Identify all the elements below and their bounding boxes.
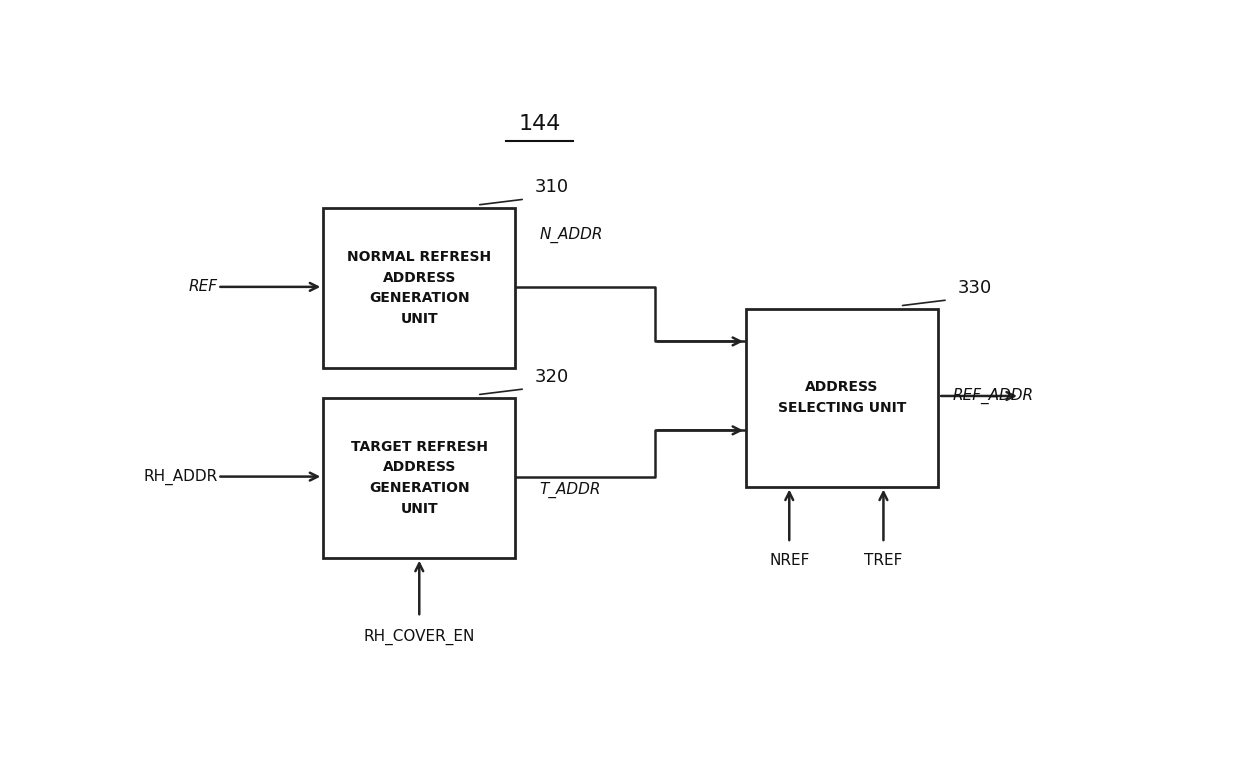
Text: TARGET REFRESH
ADDRESS
GENERATION
UNIT: TARGET REFRESH ADDRESS GENERATION UNIT [351, 440, 487, 516]
Text: TREF: TREF [864, 554, 903, 568]
Text: ADDRESS
SELECTING UNIT: ADDRESS SELECTING UNIT [777, 380, 906, 415]
Text: NORMAL REFRESH
ADDRESS
GENERATION
UNIT: NORMAL REFRESH ADDRESS GENERATION UNIT [347, 250, 491, 326]
FancyBboxPatch shape [324, 398, 516, 557]
Text: N_ADDR: N_ADDR [539, 226, 603, 243]
Text: RH_ADDR: RH_ADDR [143, 468, 217, 484]
Text: 144: 144 [518, 114, 560, 134]
Text: T_ADDR: T_ADDR [539, 481, 601, 497]
Text: REF_ADDR: REF_ADDR [952, 388, 1034, 404]
Text: 310: 310 [534, 178, 569, 196]
FancyBboxPatch shape [324, 208, 516, 368]
Text: RH_COVER_EN: RH_COVER_EN [363, 628, 475, 644]
Text: REF: REF [188, 280, 217, 294]
Text: 320: 320 [534, 368, 569, 386]
Text: 330: 330 [957, 279, 992, 297]
Text: NREF: NREF [769, 554, 810, 568]
FancyBboxPatch shape [746, 309, 939, 487]
